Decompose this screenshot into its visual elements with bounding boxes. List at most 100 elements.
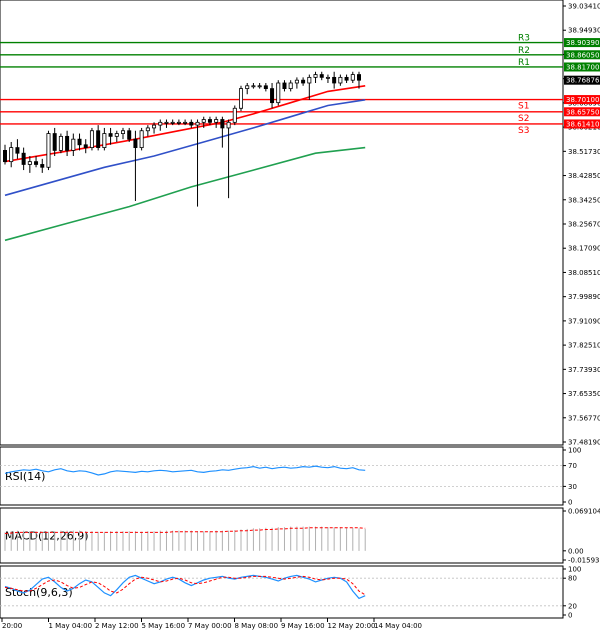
stoch-panel-frame <box>0 565 564 619</box>
price-y-tick-label: 37.65350 <box>568 390 600 398</box>
candle-body <box>214 119 219 123</box>
level-price-tag-s1 <box>564 95 600 105</box>
candle-body <box>46 133 51 168</box>
candle-body <box>238 88 243 109</box>
candle-body <box>77 138 82 146</box>
candle-body <box>52 133 57 151</box>
candle-body <box>145 127 150 132</box>
price-y-tick-label: 37.99890 <box>568 293 600 301</box>
candle-body <box>183 121 188 124</box>
price-y-tick-label: 38.94930 <box>568 27 600 35</box>
candle-body <box>338 76 343 84</box>
price-y-tick-label: 38.08510 <box>568 269 600 277</box>
x-tick-label: 1 May 04:00 <box>49 622 93 630</box>
candle-body <box>96 130 101 148</box>
price-panel-frame <box>0 0 564 446</box>
macd-panel-frame <box>0 507 564 564</box>
candle-body <box>263 85 268 90</box>
candle-body <box>152 124 157 129</box>
level-price-label-s2: 38.65750 <box>566 108 599 116</box>
x-tick-label: 2 May 12:00 <box>95 622 139 630</box>
rsi-line <box>4 465 366 476</box>
candle-body <box>270 88 275 104</box>
candle-body <box>9 147 14 163</box>
candle-body <box>158 121 163 126</box>
macd-signal-line <box>4 527 366 534</box>
candle-body <box>201 119 206 123</box>
candle-body <box>3 150 8 163</box>
price-y-tick-label: 37.82510 <box>568 342 600 350</box>
candle-body <box>226 121 231 129</box>
level-price-label-s1: 38.70100 <box>566 96 599 104</box>
x-tick-label: 14 May 04:00 <box>374 622 422 630</box>
candle-body <box>294 79 299 84</box>
candle-body <box>325 76 330 79</box>
price-y-tick-label: 38.34250 <box>568 196 600 204</box>
x-tick-label: 12 May 20:00 <box>328 622 376 630</box>
x-tick-label: 8 May 08:00 <box>235 622 279 630</box>
rsi-y-tick-label: 30 <box>568 483 577 491</box>
stoch-y-tick-label: 80 <box>568 575 577 583</box>
current-price-label: 38.76876 <box>566 77 600 85</box>
candle-body <box>195 121 200 126</box>
level-name-r2: R2 <box>518 46 530 56</box>
macd-y-tick-label: 0.00 <box>568 547 584 555</box>
candle-body <box>301 79 306 84</box>
stoch-label: Stoch(9,6,3) <box>5 586 73 599</box>
candle-body <box>319 74 324 78</box>
current-price-tag <box>564 75 600 85</box>
candle-body <box>127 130 132 140</box>
candle-body <box>34 161 39 165</box>
level-name-r3: R3 <box>518 34 530 44</box>
candle-body <box>114 133 119 137</box>
level-price-tag-r1 <box>564 62 600 72</box>
candle-body <box>164 121 169 124</box>
price-y-tick-label: 37.73930 <box>568 366 600 374</box>
candle-body <box>15 147 20 154</box>
candle-body <box>21 152 26 165</box>
rsi-y-tick-label: 0 <box>568 499 572 507</box>
candle-body <box>71 138 76 151</box>
rsi-panel-frame <box>0 446 564 506</box>
candle-body <box>288 82 293 90</box>
price-y-tick-label: 38.17090 <box>568 245 600 253</box>
price-y-tick-label: 39.03410 <box>568 3 600 11</box>
x-tick-label: 7 May 00:00 <box>188 622 232 630</box>
candle-body <box>102 133 107 148</box>
x-tick-label: 20:00 <box>2 622 22 630</box>
candle-body <box>220 119 225 129</box>
level-price-tag-s2 <box>564 107 600 117</box>
candle-body <box>176 121 181 124</box>
candle-body <box>350 74 355 81</box>
price-y-tick-label: 38.51730 <box>568 148 600 156</box>
stoch-y-tick-label: 20 <box>568 602 577 610</box>
moving-average-line <box>4 99 366 197</box>
price-y-tick-label: 37.56770 <box>568 414 600 422</box>
stoch-main-line <box>4 574 366 600</box>
level-price-tag-r3 <box>564 38 600 48</box>
price-y-tick-label: 38.25670 <box>568 221 600 229</box>
rsi-label: RSI(14) <box>5 470 45 483</box>
level-price-label-s3: 38.61410 <box>566 120 599 128</box>
level-price-tag-r2 <box>564 50 600 60</box>
price-y-tick-label: 37.48190 <box>568 439 600 447</box>
stoch-y-tick-label: 0 <box>568 612 572 620</box>
rsi-y-tick-label: 100 <box>568 447 581 455</box>
level-price-label-r2: 38.86050 <box>566 51 599 59</box>
candle-body <box>189 121 194 126</box>
candle-body <box>276 82 281 104</box>
x-tick-label: 5 May 16:00 <box>142 622 186 630</box>
macd-y-tick-label: -0.015936 <box>568 557 600 565</box>
level-price-tag-s3 <box>564 119 600 129</box>
level-name-s3: S3 <box>518 126 529 136</box>
candle-body <box>27 161 32 165</box>
candle-body <box>83 144 88 148</box>
candle-body <box>170 121 175 124</box>
level-price-label-r1: 38.81700 <box>566 63 599 71</box>
candle-body <box>207 119 212 123</box>
candle-body <box>356 74 361 81</box>
candle-body <box>282 82 287 90</box>
candle-body <box>332 76 337 84</box>
candle-body <box>245 85 250 90</box>
